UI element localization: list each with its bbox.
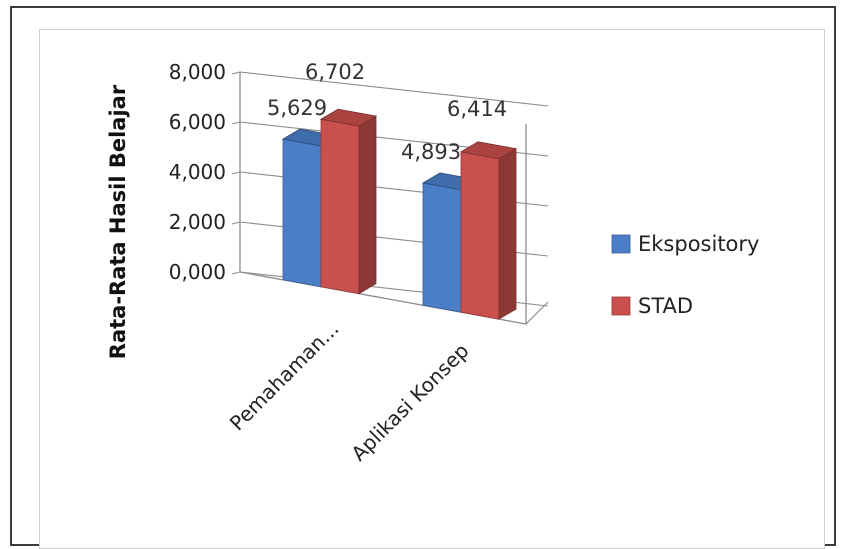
y-tick-mark [231, 171, 241, 175]
y-tick-label: 2,000 [169, 210, 226, 234]
y-tick-label: 6,000 [169, 110, 226, 134]
bar-chart: 0,000 2,000 4,000 6,000 8,000 5,629 6,702 4,89… [106, 60, 759, 466]
y-tick-label: 4,000 [169, 160, 226, 184]
legend-swatch-ekspository [611, 234, 631, 254]
data-label: 6,414 [447, 97, 507, 121]
bar-stad-1 [460, 151, 500, 320]
bar-stad-0 [320, 118, 360, 295]
legend-swatch-stad [611, 296, 631, 316]
y-tick-label: 0,000 [169, 260, 226, 284]
y-tick-mark [231, 71, 241, 75]
legend-label-stad: STAD [638, 294, 693, 318]
bar-top-stad-1 [459, 141, 518, 160]
x-tick-label: Aplikasi Konsep [346, 339, 473, 466]
y-tick-mark [231, 271, 241, 275]
bar-ekspository-0 [282, 138, 322, 288]
y-axis-title: Rata-Rata Hasil Belajar [106, 84, 130, 359]
bar-ekspository-1 [422, 182, 462, 313]
data-label: 5,629 [267, 96, 327, 120]
y-tick-mark [231, 121, 241, 125]
y-tick-mark [231, 221, 241, 225]
legend-label-ekspository: Ekspository [638, 232, 759, 256]
y-tick-label: 8,000 [169, 60, 226, 84]
data-label: 4,893 [401, 140, 461, 164]
bar-side-stad-1 [498, 148, 517, 320]
x-tick-label: Pemahaman... [225, 317, 344, 436]
figure-frame [10, 6, 836, 549]
bar-top-stad-0 [319, 108, 378, 127]
bar-side-stad-0 [358, 115, 377, 295]
data-label: 6,702 [305, 60, 365, 84]
gridline [239, 71, 549, 107]
